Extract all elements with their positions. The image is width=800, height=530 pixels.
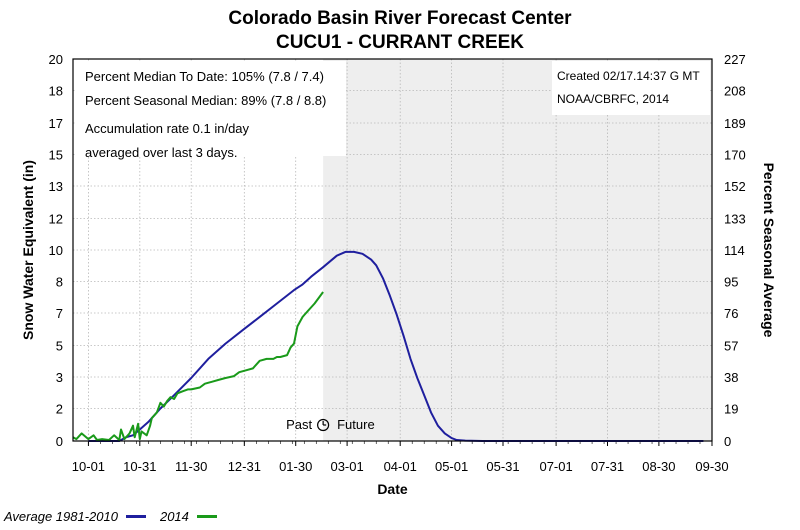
y2-tick-label: 189: [724, 116, 746, 131]
y2-tick-label: 19: [724, 402, 738, 417]
x-tick-label: 11-30: [175, 459, 207, 474]
past-label: Past: [286, 417, 312, 432]
y2-tick-label: 114: [724, 243, 745, 258]
plot-frame: [72, 58, 713, 442]
y-tick-label: 5: [56, 339, 63, 354]
chart-title: Colorado Basin River Forecast Center: [228, 8, 572, 29]
x-tick-label: 08-30: [642, 459, 675, 474]
y-tick-label: 3: [56, 370, 63, 385]
y-tick-label: 13: [49, 179, 63, 194]
info-text-left: Percent Median To Date: 105% (7.8 / 7.4): [85, 69, 324, 84]
y-tick-label: 20: [49, 52, 63, 67]
info-box-left: [76, 61, 346, 156]
y2-tick-label: 95: [724, 275, 738, 290]
legend: Average 1981-2010 2014: [4, 509, 221, 524]
y2-tick-label: 76: [724, 306, 738, 321]
y-tick-label: 18: [49, 84, 63, 99]
current-year-series-line: [72, 291, 324, 441]
legend-swatch: [196, 514, 217, 518]
y-tick-label: 8: [56, 275, 63, 290]
x-axis-title: Date: [377, 481, 408, 497]
y2-tick-label: 133: [724, 211, 746, 226]
y2-tick-label: 152: [724, 179, 746, 194]
x-tick-label: 05-31: [486, 459, 519, 474]
x-tick-label: 01-30: [279, 459, 312, 474]
info-text-source: NOAA/CBRFC, 2014: [557, 92, 669, 106]
legend-swatch: [125, 514, 146, 518]
info-box-right: [552, 61, 710, 115]
chart-subtitle: CUCU1 - CURRANT CREEK: [275, 32, 525, 53]
x-tick-label: 12-31: [228, 459, 261, 474]
y2-axis-title: Percent Seasonal Average: [761, 163, 777, 338]
y-tick-label: 15: [49, 148, 63, 163]
y2-tick-label: 170: [724, 148, 746, 163]
y-tick-label: 2: [56, 402, 63, 417]
info-text-left: Percent Seasonal Median: 89% (7.8 / 8.8): [85, 93, 326, 108]
clock-icon: [317, 418, 330, 432]
x-tick-label: 03-01: [330, 459, 363, 474]
x-tick-label: 07-01: [539, 459, 572, 474]
legend-label: 2014: [159, 509, 189, 524]
future-label: Future: [337, 417, 375, 432]
x-tick-label: 10-31: [123, 459, 156, 474]
y-tick-label: 10: [49, 243, 63, 258]
y-tick-label: 0: [56, 434, 63, 449]
y-tick-label: 12: [49, 211, 63, 226]
y-tick-label: 7: [56, 306, 63, 321]
x-tick-label: 09-30: [695, 459, 728, 474]
y2-tick-label: 38: [724, 370, 738, 385]
legend-label: Average 1981-2010: [4, 509, 118, 524]
info-text-created: Created 02/17.14:37 G MT: [557, 69, 700, 83]
y2-tick-label: 0: [724, 434, 731, 449]
y-tick-label: 17: [49, 116, 63, 131]
info-text-left: averaged over last 3 days.: [85, 145, 237, 160]
y2-tick-label: 227: [724, 52, 746, 67]
y2-tick-label: 208: [724, 84, 746, 99]
x-tick-label: 07-31: [591, 459, 624, 474]
x-tick-label: 10-01: [72, 459, 105, 474]
x-tick-label: 05-01: [435, 459, 468, 474]
x-tick-label: 04-01: [384, 459, 417, 474]
y-axis-title: Snow Water Equivalent (in): [20, 160, 36, 340]
info-text-left: Accumulation rate 0.1 in/day: [85, 121, 250, 136]
y2-tick-label: 57: [724, 339, 738, 354]
